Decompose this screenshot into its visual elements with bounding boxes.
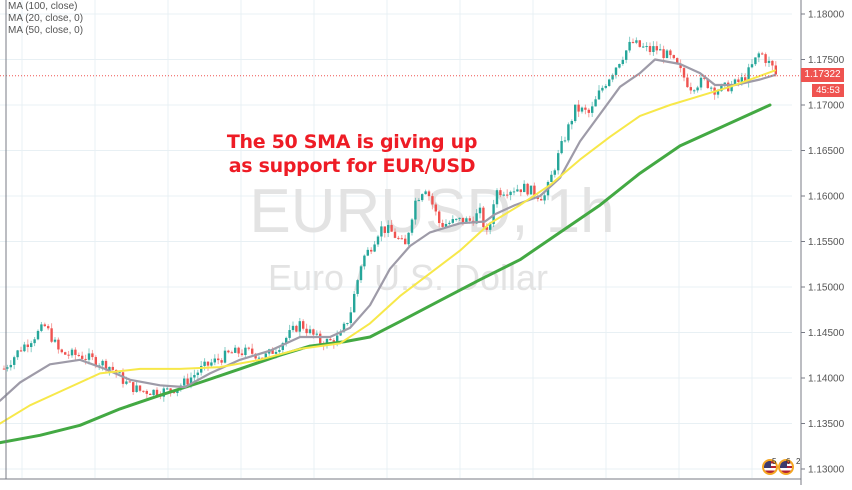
svg-text:1.17000: 1.17000 [808, 101, 845, 112]
svg-text:1.15000: 1.15000 [808, 283, 845, 294]
legend-ma100[interactable]: MA (100, close) [8, 1, 78, 12]
ma-line-2 [0, 69, 776, 425]
svg-text:1.18000: 1.18000 [808, 10, 845, 21]
svg-text:EURUSD, 1h: EURUSD, 1h [249, 177, 614, 246]
ma-line-0 [0, 103, 772, 445]
us-flag-icon[interactable] [762, 459, 778, 475]
event-count: 5 [772, 457, 777, 466]
ma-line-1 [0, 58, 777, 402]
svg-text:1.14000: 1.14000 [808, 374, 845, 385]
symbol-watermark: EURUSD, 1h Euro / U.S. Dollar [249, 177, 614, 298]
economic-events[interactable]: 5 6 2 [760, 457, 802, 479]
svg-text:1.17500: 1.17500 [808, 55, 845, 66]
indicator-legend: MA (100, close) MA (20, close, 0) MA (50… [8, 1, 83, 37]
svg-text:1.15500: 1.15500 [808, 237, 845, 248]
svg-text:1.14500: 1.14500 [808, 328, 845, 339]
legend-ma20[interactable]: MA (20, close, 0) [8, 13, 84, 24]
event-count: 6 [786, 457, 791, 466]
annotation-line-2: as support for EUR/USD [228, 155, 476, 177]
grid [0, 0, 792, 478]
svg-text:1.13500: 1.13500 [808, 419, 845, 430]
svg-text:1.16000: 1.16000 [808, 192, 845, 203]
candles [2, 36, 777, 402]
event-count: 2 [796, 457, 801, 466]
svg-text:1.16500: 1.16500 [808, 146, 845, 157]
annotation-line-1: The 50 SMA is giving up [226, 131, 478, 153]
bar-countdown-label: 45:53 [812, 84, 844, 97]
svg-text:Euro / U.S. Dollar: Euro / U.S. Dollar [268, 257, 548, 298]
svg-text:1.13000: 1.13000 [808, 465, 845, 476]
us-flag-icon[interactable] [778, 459, 794, 475]
last-price-label: 1.17322 [801, 68, 844, 82]
legend-ma50[interactable]: MA (50, close, 0) [8, 25, 84, 36]
chart-annotation: The 50 SMA is giving up as support for E… [222, 130, 482, 178]
